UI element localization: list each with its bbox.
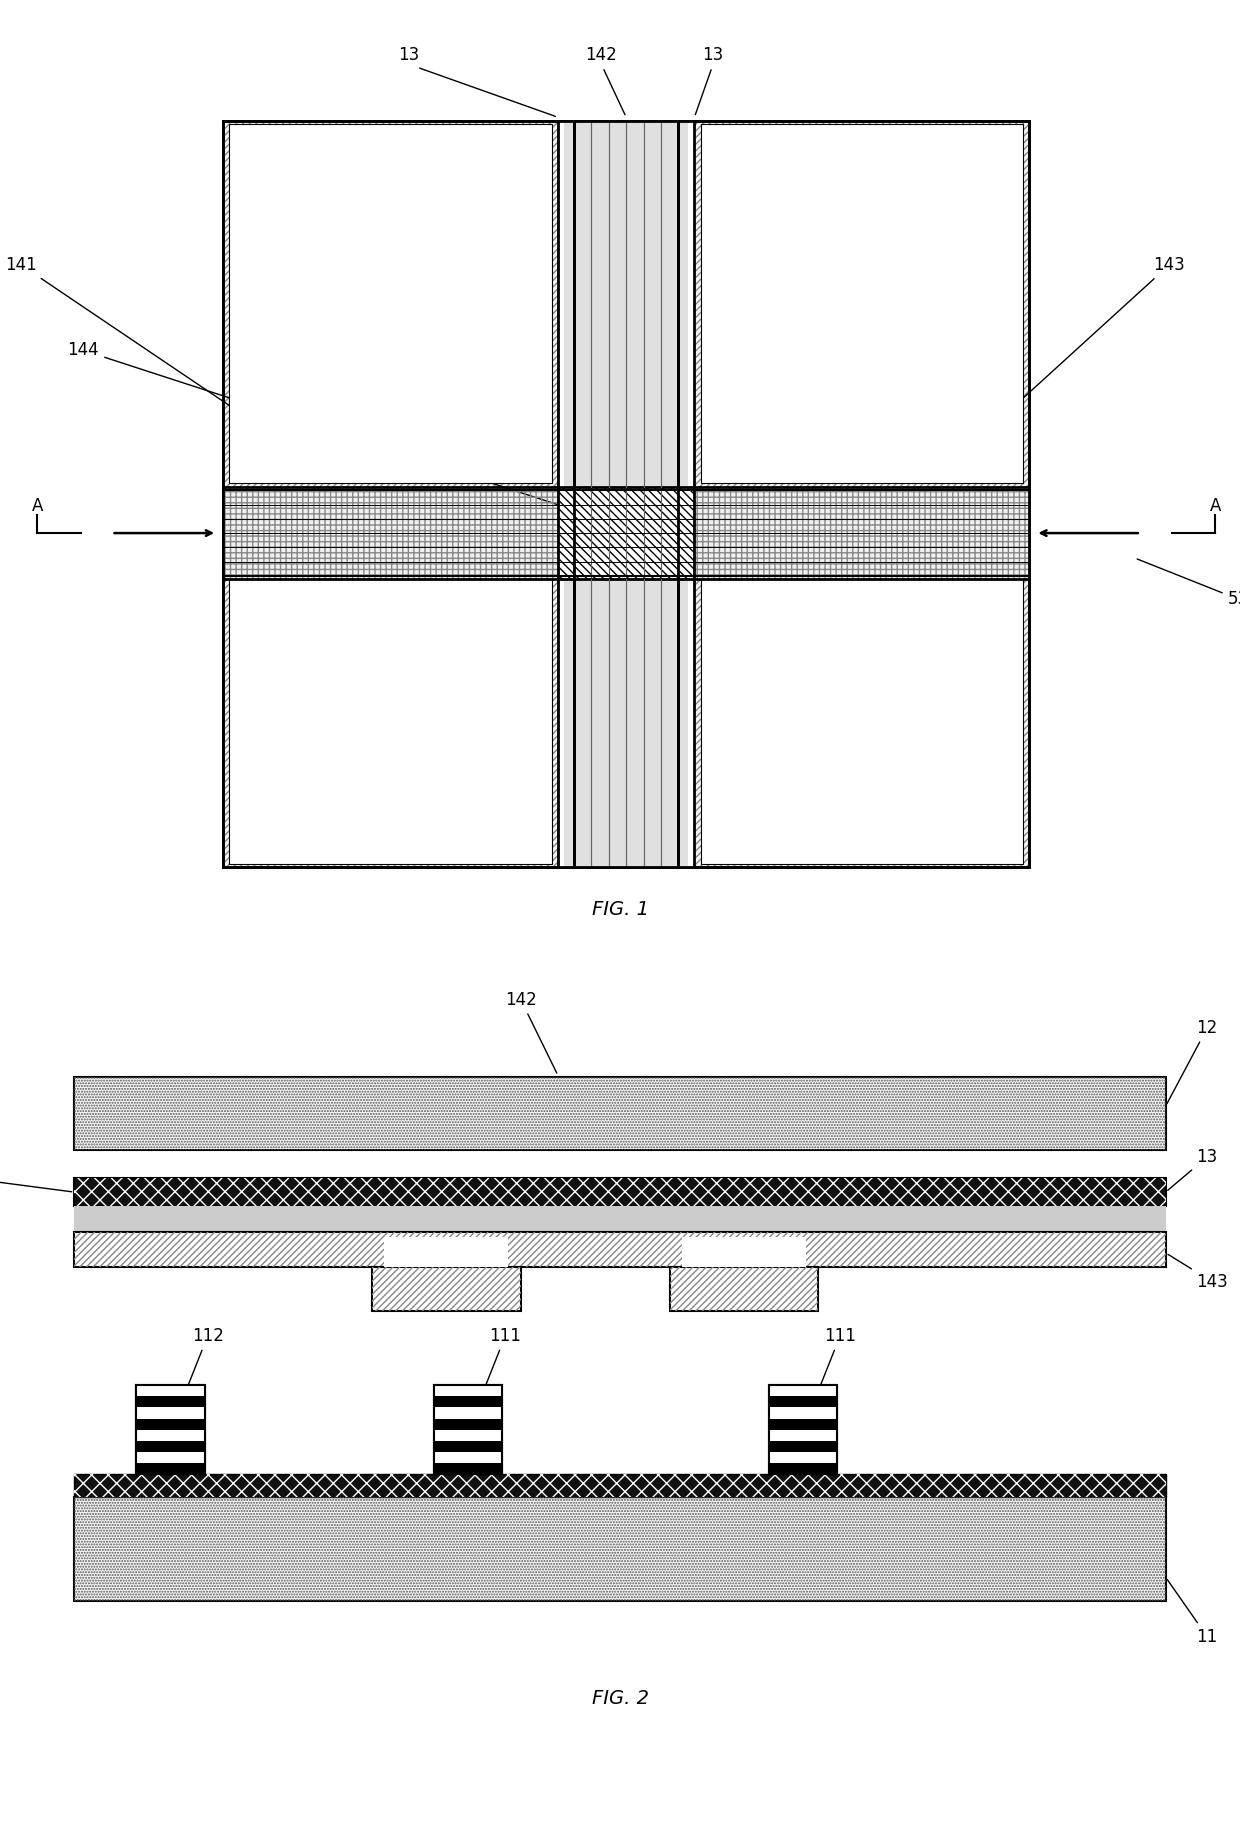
Text: FIG. 2: FIG. 2 [591,1689,649,1708]
Bar [74,1207,1166,1233]
Bar [701,124,1023,484]
Bar [136,1419,205,1430]
Bar [769,1397,837,1408]
Bar [558,486,694,578]
Bar [74,1077,1166,1149]
Bar [229,124,552,484]
Bar [74,1475,1166,1497]
Text: FIG. 1: FIG. 1 [591,900,649,918]
Text: A: A [1209,497,1221,516]
Bar [769,1464,837,1475]
Text: 143: 143 [994,257,1185,425]
Bar [769,1441,837,1453]
Bar [434,1386,502,1475]
Text: 13: 13 [1168,1148,1218,1190]
Bar [136,1386,205,1475]
Bar [136,1397,205,1408]
Text: 13: 13 [398,46,556,116]
Bar [74,1497,1166,1602]
Text: 142: 142 [505,991,557,1074]
Bar [223,120,1029,867]
Text: 144: 144 [67,342,599,517]
Text: 13: 13 [696,46,724,115]
Bar [434,1397,502,1408]
Bar [434,1441,502,1453]
Bar [769,1386,837,1475]
Bar [682,1236,806,1266]
Text: A: A [31,497,43,516]
Bar [769,1386,837,1475]
Bar [769,1430,837,1441]
Bar [74,1497,1166,1602]
Bar [701,578,1023,863]
Bar [670,1266,818,1310]
Bar [701,578,1023,863]
Text: 112: 112 [171,1327,223,1427]
Bar [223,120,1029,867]
Bar [229,124,552,484]
Bar [434,1386,502,1475]
Bar [769,1408,837,1419]
Text: 11: 11 [1167,1580,1218,1647]
Text: 143: 143 [1168,1255,1229,1292]
Text: 111: 111 [804,1327,856,1427]
Text: 12: 12 [1167,1018,1218,1103]
Bar [136,1386,205,1475]
Bar [74,1077,1166,1149]
Bar [136,1408,205,1419]
Bar [136,1386,205,1397]
Bar [769,1453,837,1464]
Bar [372,1266,521,1310]
Text: 142: 142 [585,46,625,115]
Bar [769,1419,837,1430]
Bar [434,1408,502,1419]
Bar [434,1464,502,1475]
Bar [223,486,1029,578]
Text: 111: 111 [469,1327,521,1427]
Bar [136,1464,205,1475]
Bar [136,1430,205,1441]
Bar [701,124,1023,484]
Bar [229,578,552,863]
Bar [434,1386,502,1397]
Bar [136,1441,205,1453]
Bar [74,1177,1166,1207]
Bar [372,1266,521,1310]
Bar [769,1386,837,1397]
Bar [74,1177,1166,1207]
Bar [136,1453,205,1464]
Bar [74,1475,1166,1497]
Bar [564,120,688,867]
Bar [229,578,552,863]
Bar [670,1266,818,1310]
Bar [223,120,1029,867]
Bar [223,486,1029,578]
Bar [558,120,694,867]
Bar [434,1419,502,1430]
Text: 141: 141 [0,1168,72,1192]
Bar [434,1453,502,1464]
Text: 141: 141 [5,257,258,425]
Bar [74,1233,1166,1266]
Bar [384,1236,508,1266]
Bar [74,1233,1166,1266]
Bar [558,486,694,578]
Bar [434,1430,502,1441]
Text: 53: 53 [1137,558,1240,608]
